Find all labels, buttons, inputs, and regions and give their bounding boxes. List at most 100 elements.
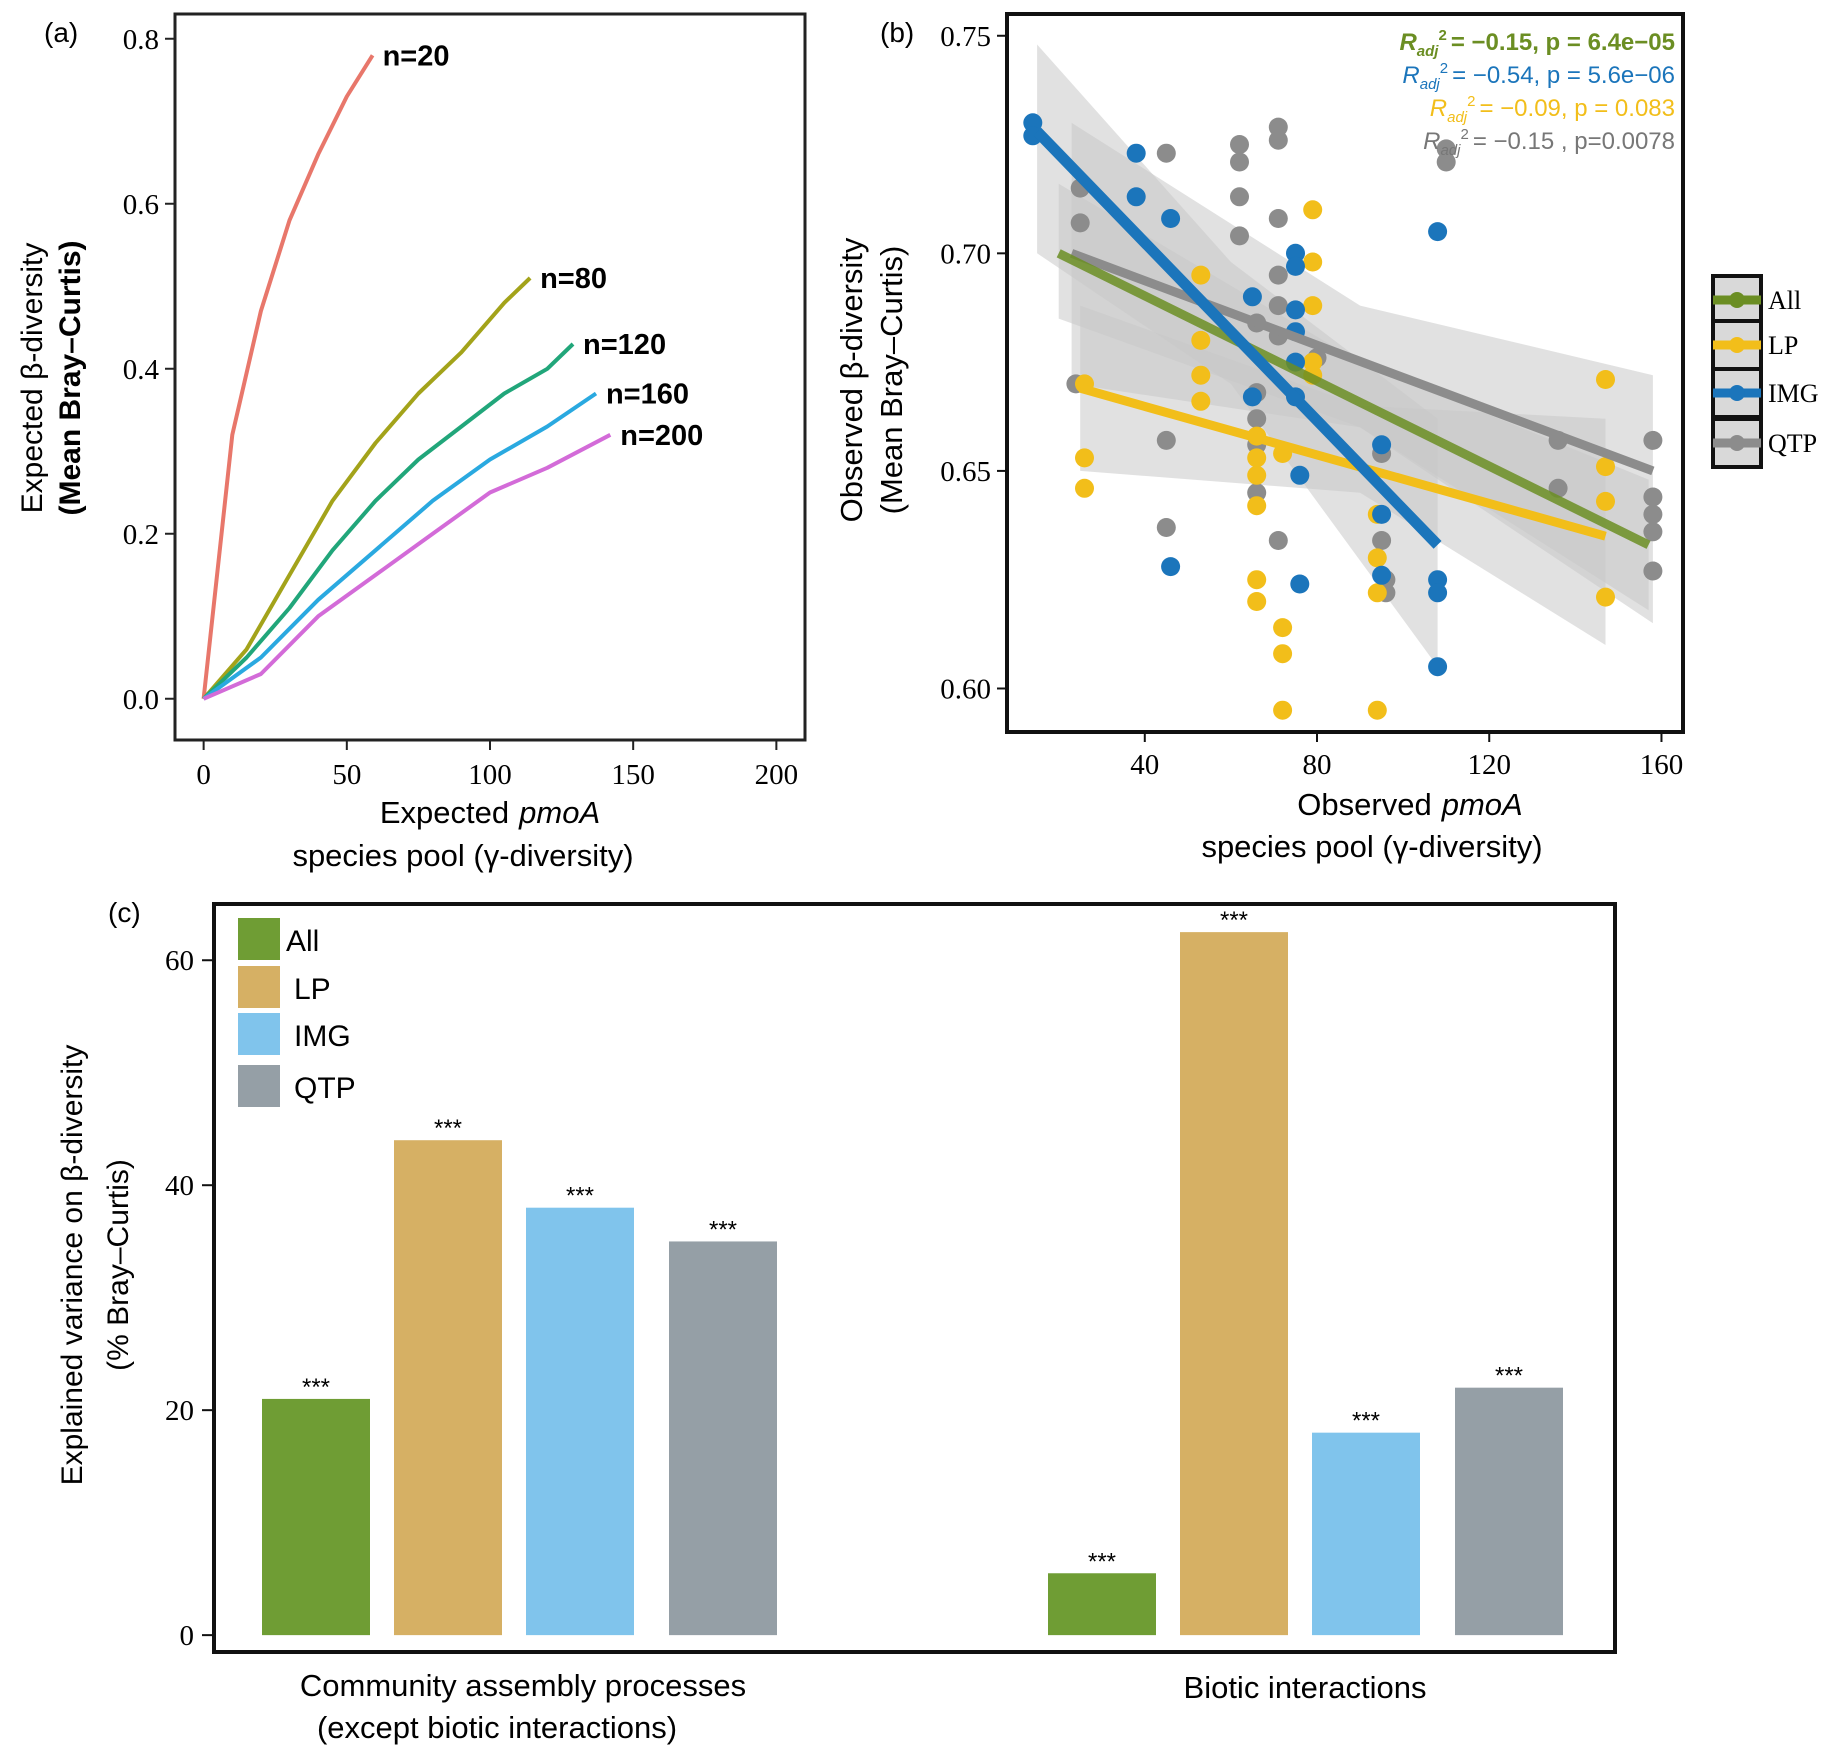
panel-b-point-img [1428,583,1448,603]
panel-c-significance: *** [709,1216,737,1243]
panel-b-point-lp [1191,365,1211,385]
panel-b-plot-area [1023,44,1663,720]
panel-b-ylabel-line2: (Mean Bray–Curtis) [874,246,909,515]
panel-b-point-lp [1303,200,1323,220]
panel-c-legend-label: QTP [294,1072,356,1105]
panel-a-series-label: n=160 [606,379,689,411]
panel-a-xlabel-line1: Expected pmoA [380,795,600,830]
panel-b-legend-label: All [1768,286,1801,315]
stat-sup: 2 [1460,126,1468,143]
panel-b-fit-line-lp [1078,383,1607,541]
panel-b-stat-all: Radj2 = −0.15, p = 6.4e−05 [1399,27,1675,60]
stat-r: R [1423,128,1440,155]
panel-b-point-qtp [1643,561,1663,581]
panel-b-point-lp [1596,587,1615,607]
panel-b-legend: All LP IMG QTP [1711,274,1819,469]
panel-a-series-line [202,342,575,701]
panel-b-x-tick-label: 80 [1303,749,1332,781]
panel-c-legend: All LP IMG QTP [238,918,356,1107]
panel-b-stat-img: Radj2 = −0.54, p = 5.6e−06 [1402,60,1675,93]
panel-a-y-tick-label: 0.8 [123,24,159,56]
panel-b-point-img [1428,570,1448,590]
panel-b-point-img [1161,557,1181,577]
panel-c-y-label: Explained variance on β-diversity (% Bra… [56,1045,135,1486]
panel-c-category-1-line2: (except biotic interactions) [317,1710,677,1745]
panel-c-ylabel-line1: Explained variance on β-diversity [56,1045,89,1486]
panel-c-bar-img [1312,1432,1420,1636]
panel-c-ylabel-line2: (% Bray–Curtis) [102,1159,135,1371]
panel-b-y-label: Observed β-diversity (Mean Bray–Curtis) [834,237,909,522]
panel-b-point-qtp [1268,130,1288,150]
panel-b-point-qtp [1230,135,1249,154]
panel-a-y-tick-label: 0.2 [123,519,159,551]
panel-b-point-lp [1191,265,1211,285]
panel-b-point-lp [1303,296,1323,316]
panel-b-point-lp [1303,352,1323,372]
panel-b-point-qtp [1070,213,1090,233]
panel-b-point-qtp [1643,430,1663,450]
panel-b-legend-dot [1729,385,1745,401]
panel-a-xlabel-italic: pmoA [518,795,600,830]
panel-b-point-lp [1247,592,1267,611]
panel-c-bar-all [1048,1573,1156,1636]
stat-sub: adj [1417,43,1440,60]
panel-c-bar-all [262,1398,370,1636]
panel-a-series-label: n=80 [540,263,607,295]
panel-b-y-tick-label: 0.65 [940,456,991,488]
panel-c-bar-qtp [669,1241,777,1636]
panel-b-point-lp [1247,465,1267,485]
panel-b-frame [1005,12,1685,734]
stat-sup: 2 [1467,93,1475,110]
panel-a-series-line [201,54,375,700]
panel-a-x-tick-label: 50 [332,759,361,791]
panel-b-point-img [1126,187,1146,207]
panel-a-y-tick-label: 0.4 [123,354,160,386]
panel-b-point-qtp [1268,265,1288,285]
panel-b-fit-lines [1033,127,1655,549]
panel-a-ylabel-line2: (Mean Bray–Curtis) [54,240,87,515]
panel-a-series-label: n=200 [620,420,703,452]
panel-b-point-qtp [1268,209,1288,228]
panel-b-point-lp [1367,700,1387,720]
panel-b-point-lp [1303,252,1323,272]
stat-sub: adj [1440,142,1461,159]
panel-b-point-qtp [1436,152,1456,172]
panel-c-significance: *** [1220,907,1248,934]
stat-text: = −0.54, p = 5.6e−06 [1452,62,1675,89]
panel-a-series-line [202,391,598,701]
panel-b-label: (b) [880,17,914,48]
panel-c: (c) 0 20 40 60 *** *** *** *** *** *** *** *** All… [56,897,1617,1745]
panel-c-bars: *** *** *** *** *** *** *** *** [262,907,1563,1636]
panel-b-point-img [1428,657,1448,677]
panel-b-x-tick-label: 160 [1640,749,1684,781]
panel-c-legend-swatch [238,966,280,1008]
panel-c-significance: *** [1088,1548,1116,1575]
panel-b-point-qtp [1643,522,1663,542]
panel-b-point-img [1372,565,1392,585]
panel-b-point-lp [1075,448,1094,468]
panel-c-significance: *** [566,1183,594,1210]
panel-a-y-tick-label: 0.6 [123,189,159,221]
stat-sub: adj [1420,76,1441,93]
panel-a-x-tick-label: 150 [611,759,655,791]
panel-a-series-line [202,433,612,701]
panel-a-y-label: Expected β-diversity (Mean Bray–Curtis) [16,240,87,515]
panel-c-bar-lp [394,1140,502,1636]
panel-b-ylabel-line1: Observed β-diversity [834,237,869,522]
stat-sup: 2 [1440,60,1448,77]
panel-b-point-qtp [1268,117,1288,137]
panel-b-point-qtp [1247,483,1267,503]
stat-text: = −0.09, p = 0.083 [1479,95,1675,122]
panel-b-point-img [1286,243,1305,263]
panel-c-legend-swatch [238,1013,280,1055]
panel-b-point-img [1372,435,1392,455]
panel-b-legend-dot [1729,435,1745,451]
panel-a-series-label: n=20 [383,40,450,72]
panel-c-bar-lp [1180,932,1288,1636]
panel-b-point-lp [1191,330,1211,350]
panel-a-xlabel-line2: species pool (γ-diversity) [292,838,633,873]
panel-b-legend-dot [1729,292,1745,308]
panel-b-xlabel-line2: species pool (γ-diversity) [1201,829,1542,864]
panel-b-x-tick-label: 120 [1467,749,1511,781]
